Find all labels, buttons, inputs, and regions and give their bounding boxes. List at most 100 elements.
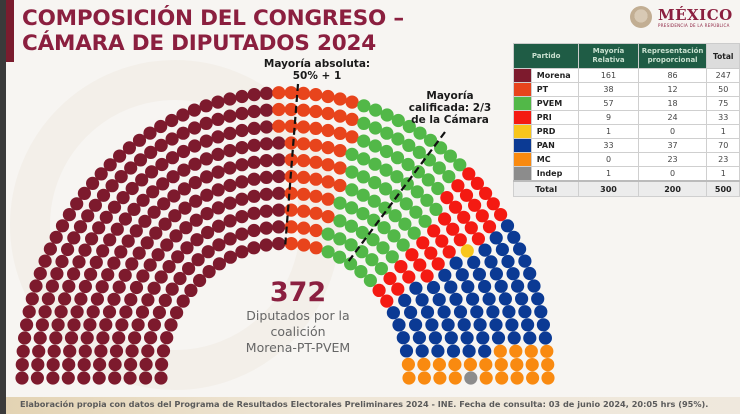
seat-dot [345,95,359,109]
seat-dot [489,267,503,281]
seat-dot [510,279,525,293]
seat-dot [114,245,128,259]
seat-dot [321,210,335,224]
seat-dot [464,221,478,235]
seat-dot [18,331,32,345]
seat-dot [124,293,138,307]
seat-dot [501,254,515,269]
seat-dot [356,207,370,221]
seat-dot [297,154,311,168]
logo-subtitle: PRESIDENCIA DE LA REPÚBLICA [658,22,730,28]
seat-dot [433,371,447,385]
seat-dot [177,163,191,177]
seat-dot [427,224,441,238]
seat-dot [83,318,97,332]
seat-dot [259,170,273,184]
seat-dot [45,279,60,293]
seat-dot [200,188,214,202]
seat-dot [212,219,226,233]
seat-dot [284,153,298,167]
table-row: PRD 1 0 1 [513,124,740,139]
party-name: PRD [530,124,580,139]
seat-dot [41,292,56,306]
seat-dot [420,269,434,283]
seat-dot [211,183,225,197]
mexico-logo: MÉXICO PRESIDENCIA DE LA REPÚBLICA [630,6,733,28]
seat-dot [489,231,503,245]
seat-dot [444,280,458,294]
seat-dot [459,188,474,202]
seat-dot [235,245,249,259]
seat-dot [272,237,286,251]
table-row: PAN 33 37 70 [513,138,740,153]
proportional-value: 24 [637,110,708,125]
seat-dot [416,236,430,250]
party-name: PT [530,82,580,97]
seat-dot [33,331,47,345]
seat-dot [101,268,115,282]
seat-dot [199,116,213,130]
seat-dot [86,176,100,190]
seat-dot [259,204,273,218]
seat-dot [67,318,81,332]
seat-dot [321,192,335,206]
seat-dot [413,126,427,140]
seat-dot [223,232,237,246]
absolute-majority-annotation: Mayoría absoluta: 50% + 1 [262,58,372,82]
seat-dot [102,305,117,319]
seat-dot [518,305,532,319]
seat-dot [22,305,36,319]
seat-dot [523,331,537,345]
seat-dot [534,305,548,319]
seat-dot [247,172,261,186]
seat-dot [116,191,130,205]
seat-dot [70,197,84,211]
seat-dot [147,205,161,219]
total-value: 1 [706,166,740,182]
seat-dot [132,246,146,260]
seat-dot [451,179,465,193]
seat-dot [88,198,102,212]
seat-dot [20,318,34,332]
party-name: PVEM [530,96,580,111]
seat-dot [399,344,414,358]
seat-dot [435,234,449,248]
seat-dot [67,267,81,281]
party-name: PAN [530,138,580,153]
seat-dot [432,357,446,372]
seat-dot [188,157,202,171]
seat-dot [438,268,452,282]
seat-dot [446,344,461,358]
seat-dot [176,108,190,122]
seat-dot [486,197,500,211]
seat-dot [170,306,184,320]
seat-dot [377,221,391,235]
seat-dot [453,233,467,247]
seat-dot [235,227,249,241]
page-title: COMPOSICIÓN DEL CONGRESO – CÁMARA DE DIP… [22,6,404,56]
seat-dot [309,223,323,238]
seat-dot [16,344,30,358]
seat-dot [86,305,100,319]
seat-dot [141,344,155,358]
seat-dot [284,237,298,251]
seat-dot [147,281,161,295]
seat-dot [165,282,179,296]
seat-dot [46,371,60,385]
total-value: 1 [706,124,740,139]
seat-dot [479,358,493,372]
seat-dot [527,279,541,293]
seat-dot [453,305,468,319]
seat-dot [309,155,323,169]
seat-dot [129,224,143,238]
seat-dot [211,130,225,144]
seat-dot [385,250,399,264]
total-value: 70 [706,138,740,153]
seat-dot [482,220,497,234]
seat-dot [61,371,75,385]
seat-dot [378,201,392,215]
seat-dot [259,187,273,201]
seat-dot [35,318,50,332]
seat-dot [139,357,153,371]
seat-dot [62,279,76,293]
